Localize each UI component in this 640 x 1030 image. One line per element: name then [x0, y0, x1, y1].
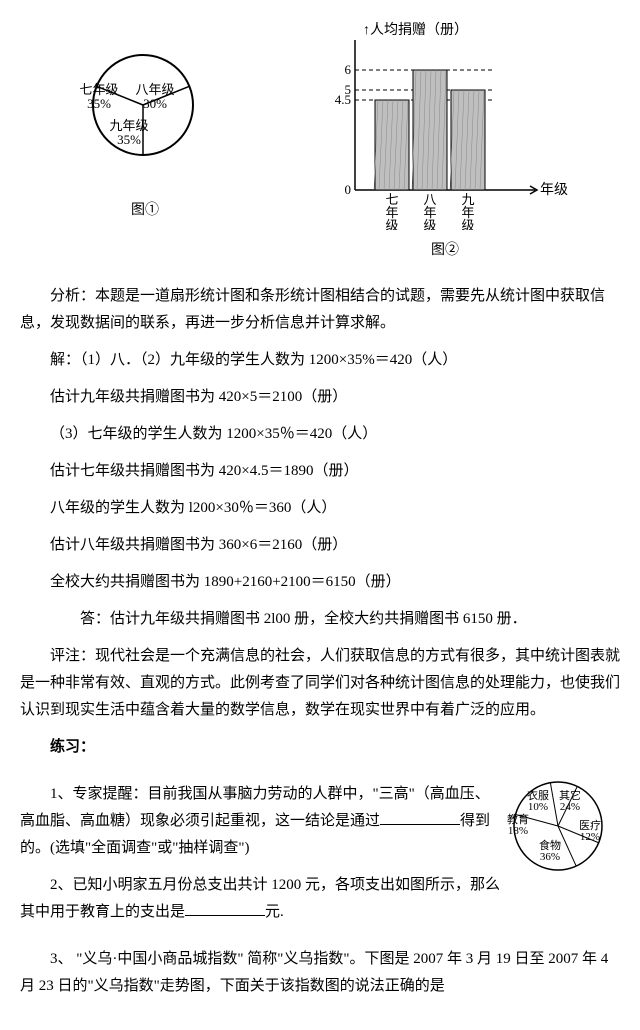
practice-3: 3、 "义乌·中国小商品城指数" 简称"义乌指数"。下图是 2007 年 3 月… — [20, 946, 620, 1000]
svg-text:5: 5 — [345, 82, 352, 97]
svg-text:衣服: 衣服 — [527, 788, 549, 802]
bar-caption: 图② — [315, 238, 575, 263]
pie-chart-2: 衣服10% 其它24% 教育18% 医疗12% 食物36% — [500, 771, 620, 883]
svg-text:食物: 食物 — [539, 838, 561, 852]
svg-text:八年级: 八年级 — [135, 82, 174, 97]
svg-text:级: 级 — [385, 218, 398, 230]
svg-text:10%: 10% — [528, 801, 548, 813]
step-5: 八年级的学生人数为 l200×30％＝360（人） — [20, 495, 620, 522]
svg-text:35%: 35% — [117, 132, 141, 147]
charts-row: 七年级35%八年级30%九年级35% 图① ↑人均捐赠（册） 4.556 七年级… — [20, 20, 620, 263]
comment: 评注：现代社会是一个充满信息的社会，人们获取信息的方式有很多，其中统计图表就是一… — [20, 643, 620, 724]
step-6: 估计八年级共捐赠图书为 360×6＝2160（册） — [20, 532, 620, 559]
practice-1-2-row: 1、专家提醒：目前我国从事脑力劳动的人群中，"三高"（高血压、高血脂、高血糖）现… — [20, 771, 620, 936]
svg-text:12%: 12% — [580, 831, 600, 843]
practice-2: 2、已知小明家五月份总支出共计 1200 元，各项支出如图所示，那么其中用于教育… — [20, 872, 500, 926]
blank-2 — [185, 900, 265, 916]
pie-chart-1: 七年级35%八年级30%九年级35% — [65, 20, 225, 190]
practice-1: 1、专家提醒：目前我国从事脑力劳动的人群中，"三高"（高血压、高血脂、高血糖）现… — [20, 781, 500, 862]
p2-b: 元. — [265, 904, 284, 920]
step-1: 解：（1）八．（2）九年级的学生人数为 1200×35%＝420（人） — [20, 347, 620, 374]
svg-text:医疗: 医疗 — [579, 818, 601, 832]
svg-text:其它: 其它 — [559, 788, 581, 802]
blank-1 — [380, 809, 460, 825]
svg-text:级: 级 — [461, 218, 474, 230]
step-3: （3）七年级的学生人数为 1200×35％＝420（人） — [20, 421, 620, 448]
svg-text:九年级: 九年级 — [109, 118, 148, 133]
svg-text:6: 6 — [345, 62, 352, 77]
pie-chart-block: 七年级35%八年级30%九年级35% 图① — [65, 20, 225, 223]
svg-text:↑人均捐赠（册）: ↑人均捐赠（册） — [363, 22, 468, 38]
analysis: 分析：本题是一道扇形统计图和条形统计图相结合的试题，需要先从统计图中获取信息，发… — [20, 283, 620, 337]
svg-text:36%: 36% — [540, 851, 560, 863]
svg-text:0: 0 — [345, 182, 352, 197]
svg-text:七年级: 七年级 — [79, 82, 118, 97]
svg-text:年级: 年级 — [540, 182, 568, 198]
answer: 答：估计九年级共捐赠图书 2l00 册，全校大约共捐赠图书 6150 册． — [20, 606, 620, 633]
practice-heading: 练习： — [20, 734, 620, 761]
step-2: 估计九年级共捐赠图书为 420×5＝2100（册） — [20, 384, 620, 411]
bar-chart: ↑人均捐赠（册） 4.556 七年级八年级九年级 年级 0 — [315, 20, 575, 230]
step-7: 全校大约共捐赠图书为 1890+2160+2100＝6150（册） — [20, 569, 620, 596]
svg-text:级: 级 — [423, 218, 436, 230]
svg-text:35%: 35% — [87, 96, 111, 111]
svg-text:24%: 24% — [560, 801, 580, 813]
svg-text:教育: 教育 — [507, 812, 529, 826]
step-4: 估计七年级共捐赠图书为 420×4.5＝1890（册） — [20, 458, 620, 485]
pie-caption: 图① — [65, 198, 225, 223]
svg-text:18%: 18% — [508, 825, 528, 837]
bar-chart-block: ↑人均捐赠（册） 4.556 七年级八年级九年级 年级 0 图② — [315, 20, 575, 263]
svg-text:30%: 30% — [143, 96, 167, 111]
